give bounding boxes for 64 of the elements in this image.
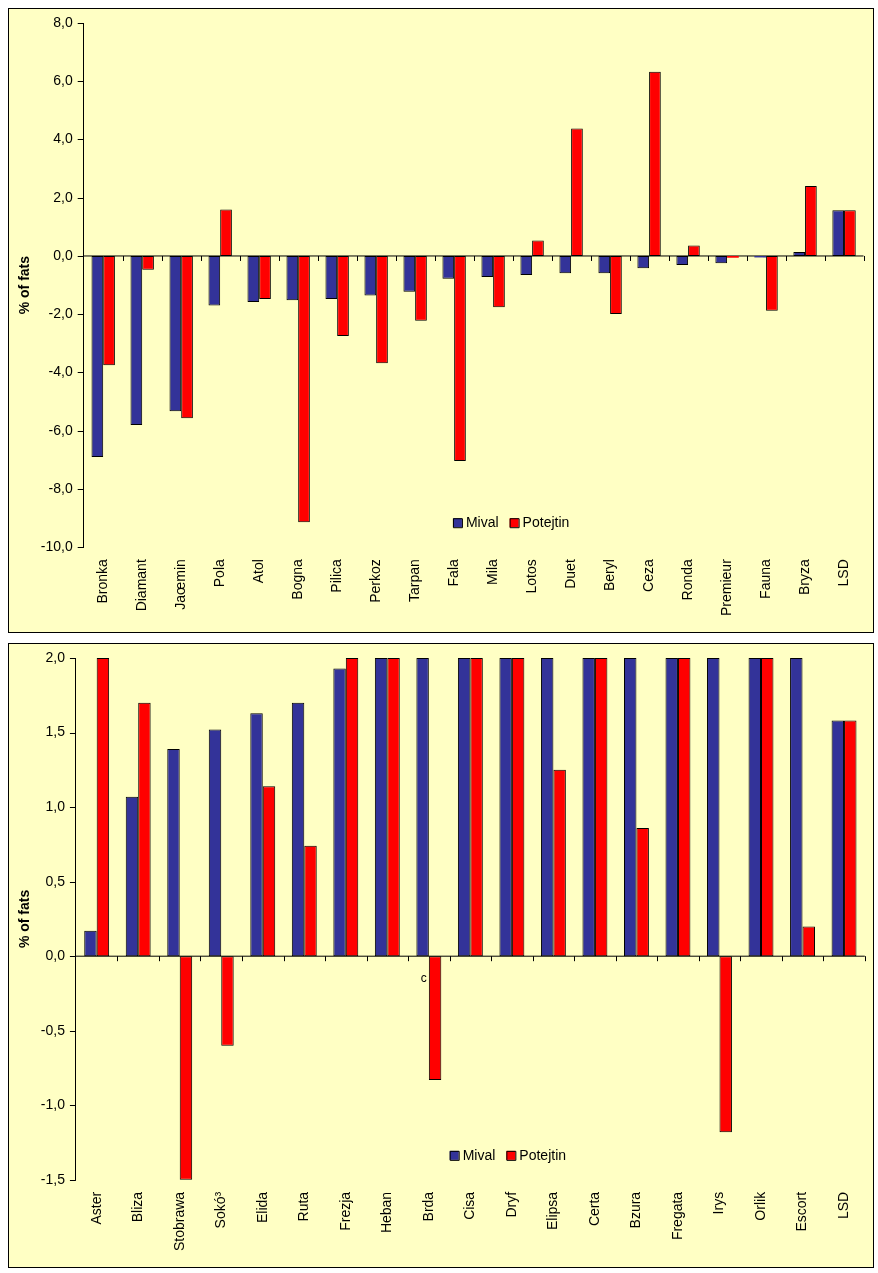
legend-label: Potejtin	[519, 1146, 567, 1163]
y-tick-label: -1,5	[40, 1170, 66, 1187]
x-tick-label: Elida	[253, 1191, 270, 1223]
legend-label: Mival	[465, 514, 499, 531]
y-tick-label: -6,0	[48, 421, 73, 438]
annotation: c	[420, 970, 427, 985]
x-tick-label: Cisa	[461, 1191, 478, 1220]
x-tick-label: Stobrawa	[170, 1191, 187, 1252]
x-tick-label: Orlik	[751, 1190, 768, 1221]
y-tick-label: 2,0	[53, 188, 73, 205]
x-tick-label: Beryl	[600, 559, 617, 592]
y-tick-label: 8,0	[53, 13, 73, 30]
x-tick-label: Pilica	[328, 559, 345, 593]
x-tick-label: Perkoz	[367, 559, 384, 603]
legend-label: Potejtin	[522, 514, 570, 531]
y-tick-label: 6,0	[53, 72, 73, 89]
x-tick-label: LSD	[834, 1191, 851, 1220]
y-tick-label: -8,0	[48, 479, 73, 496]
y-tick-label: -10,0	[40, 538, 73, 555]
x-tick-label: Duet	[561, 559, 578, 589]
y-tick-label: 2,0	[45, 648, 66, 665]
y-axis-title: % of fats	[16, 255, 33, 315]
x-tick-label: Dryf	[502, 1191, 519, 1218]
legend-label: Mival	[462, 1146, 496, 1163]
y-tick-label: 0,5	[45, 872, 66, 889]
x-tick-label: Tarpan	[406, 559, 422, 603]
x-tick-label: Ruta	[295, 1191, 312, 1222]
x-tick-label: Jaœmin	[172, 559, 189, 610]
x-tick-label: Mila	[483, 559, 500, 585]
y-tick-label: 1,0	[45, 797, 66, 814]
x-tick-label: Pola	[211, 559, 228, 588]
x-tick-label: Ronda	[678, 559, 695, 601]
y-tick-label: -1,0	[40, 1096, 66, 1113]
x-tick-label: Lotos	[522, 559, 539, 594]
y-tick-label: 1,5	[45, 723, 66, 740]
x-tick-label: Certa	[585, 1191, 602, 1227]
x-tick-label: Frezja	[336, 1191, 353, 1231]
y-tick-label: -4,0	[48, 363, 73, 380]
y-axis-title: % of fats	[16, 889, 33, 949]
x-tick-label: Bogna	[289, 559, 306, 600]
x-tick-label: Elipsa	[544, 1191, 561, 1230]
x-tick-label: Fregata	[668, 1191, 685, 1241]
x-tick-label: Bliza	[129, 1191, 146, 1223]
y-tick-label: 4,0	[53, 130, 73, 147]
x-tick-label: Fauna	[756, 559, 773, 599]
x-tick-label: Fala	[444, 558, 461, 587]
y-tick-label: -2,0	[48, 305, 73, 322]
x-tick-label: Atol	[250, 559, 267, 584]
y-tick-label: 0,0	[45, 947, 66, 964]
x-tick-label: Escort	[793, 1191, 810, 1232]
x-tick-label: Bronka	[94, 558, 111, 604]
x-tick-label: Bzura	[627, 1191, 644, 1229]
x-tick-label: LSD	[834, 559, 851, 587]
x-tick-label: Sokó³	[212, 1191, 229, 1229]
x-tick-label: Bryza	[795, 559, 812, 595]
y-tick-label: -0,5	[40, 1021, 66, 1038]
x-tick-label: Brda	[419, 1191, 436, 1222]
x-tick-label: Ceza	[639, 559, 656, 592]
y-tick-label: 0,0	[53, 246, 73, 263]
x-tick-label: Irys	[710, 1191, 727, 1215]
x-tick-label: Aster	[87, 1191, 104, 1225]
x-tick-label: Premieur	[717, 558, 734, 616]
x-tick-label: Heban	[378, 1191, 395, 1234]
x-tick-label: Diamant	[133, 559, 150, 612]
